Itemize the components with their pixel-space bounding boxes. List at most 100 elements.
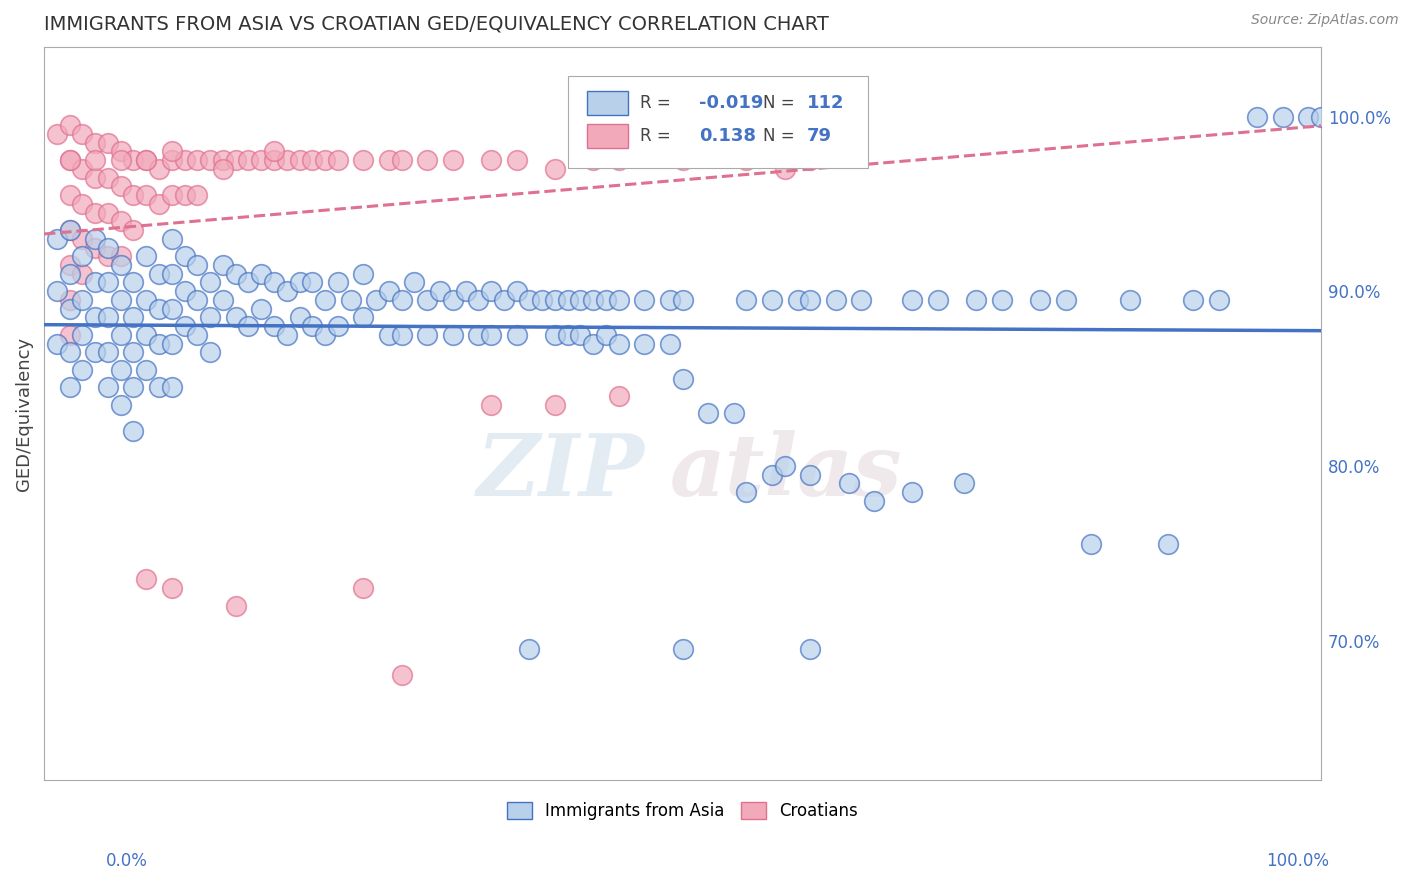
Point xyxy=(391,327,413,342)
Point xyxy=(148,336,170,351)
Point xyxy=(225,310,247,325)
Point xyxy=(160,267,183,281)
Point xyxy=(97,345,120,359)
Text: 0.0%: 0.0% xyxy=(105,852,148,870)
Point xyxy=(314,153,336,168)
Point xyxy=(671,371,693,385)
Point xyxy=(633,336,655,351)
Point xyxy=(122,380,145,394)
Point xyxy=(135,153,157,168)
Point xyxy=(441,293,464,307)
Point xyxy=(352,581,374,595)
Point xyxy=(607,153,630,168)
Point xyxy=(326,153,349,168)
Point xyxy=(404,276,426,290)
Point xyxy=(276,153,298,168)
Point xyxy=(863,493,886,508)
Point xyxy=(416,293,439,307)
Point xyxy=(186,153,208,168)
Point xyxy=(301,276,323,290)
Point xyxy=(1182,293,1205,307)
Point xyxy=(723,407,745,421)
Point xyxy=(416,327,439,342)
Point xyxy=(250,267,273,281)
Point xyxy=(160,232,183,246)
Point xyxy=(582,293,605,307)
Point xyxy=(160,145,183,159)
Text: N =: N = xyxy=(763,128,800,145)
Point xyxy=(72,363,94,377)
Point xyxy=(901,293,924,307)
Point xyxy=(391,293,413,307)
Point xyxy=(544,293,567,307)
Point xyxy=(1310,110,1333,124)
Point xyxy=(658,336,681,351)
Point xyxy=(595,327,617,342)
Point xyxy=(72,267,94,281)
Point xyxy=(838,476,860,491)
Point xyxy=(505,284,527,298)
Text: 79: 79 xyxy=(807,128,831,145)
Point xyxy=(173,188,195,202)
Point xyxy=(467,293,489,307)
Point xyxy=(301,319,323,334)
Point xyxy=(965,293,987,307)
Point xyxy=(505,153,527,168)
Point xyxy=(122,424,145,438)
Text: 0.138: 0.138 xyxy=(699,128,756,145)
Point xyxy=(45,127,67,141)
Point xyxy=(1271,110,1294,124)
Point xyxy=(799,153,821,168)
Point xyxy=(1080,537,1102,551)
Point xyxy=(454,284,477,298)
Point xyxy=(1208,293,1230,307)
Point xyxy=(326,276,349,290)
Point xyxy=(391,153,413,168)
Point xyxy=(198,345,221,359)
Point xyxy=(250,153,273,168)
Point xyxy=(148,161,170,176)
Point xyxy=(607,336,630,351)
Point xyxy=(339,293,361,307)
Point xyxy=(671,642,693,657)
Point xyxy=(122,188,145,202)
Point xyxy=(761,467,783,482)
Point xyxy=(735,293,758,307)
Point xyxy=(198,310,221,325)
Point xyxy=(697,407,720,421)
Point xyxy=(479,153,502,168)
Point xyxy=(59,223,82,237)
Point xyxy=(186,293,208,307)
Point xyxy=(352,153,374,168)
Point xyxy=(160,380,183,394)
Point xyxy=(557,293,579,307)
Point xyxy=(467,327,489,342)
Point xyxy=(59,153,82,168)
Point xyxy=(72,127,94,141)
Point xyxy=(173,153,195,168)
Point xyxy=(492,293,515,307)
Point xyxy=(735,485,758,500)
Point xyxy=(97,205,120,219)
Point xyxy=(735,153,758,168)
Point xyxy=(352,310,374,325)
Point xyxy=(135,293,157,307)
Point xyxy=(173,319,195,334)
Point xyxy=(198,276,221,290)
Point xyxy=(122,276,145,290)
Point xyxy=(671,153,693,168)
Point xyxy=(901,485,924,500)
Point xyxy=(97,136,120,150)
Point xyxy=(607,293,630,307)
Point xyxy=(531,293,554,307)
Point xyxy=(505,327,527,342)
Point xyxy=(1157,537,1180,551)
Point xyxy=(110,258,132,272)
Point xyxy=(582,336,605,351)
Point xyxy=(391,668,413,682)
Point xyxy=(110,327,132,342)
Point xyxy=(72,161,94,176)
Point xyxy=(186,188,208,202)
Point xyxy=(135,363,157,377)
Point xyxy=(212,258,235,272)
